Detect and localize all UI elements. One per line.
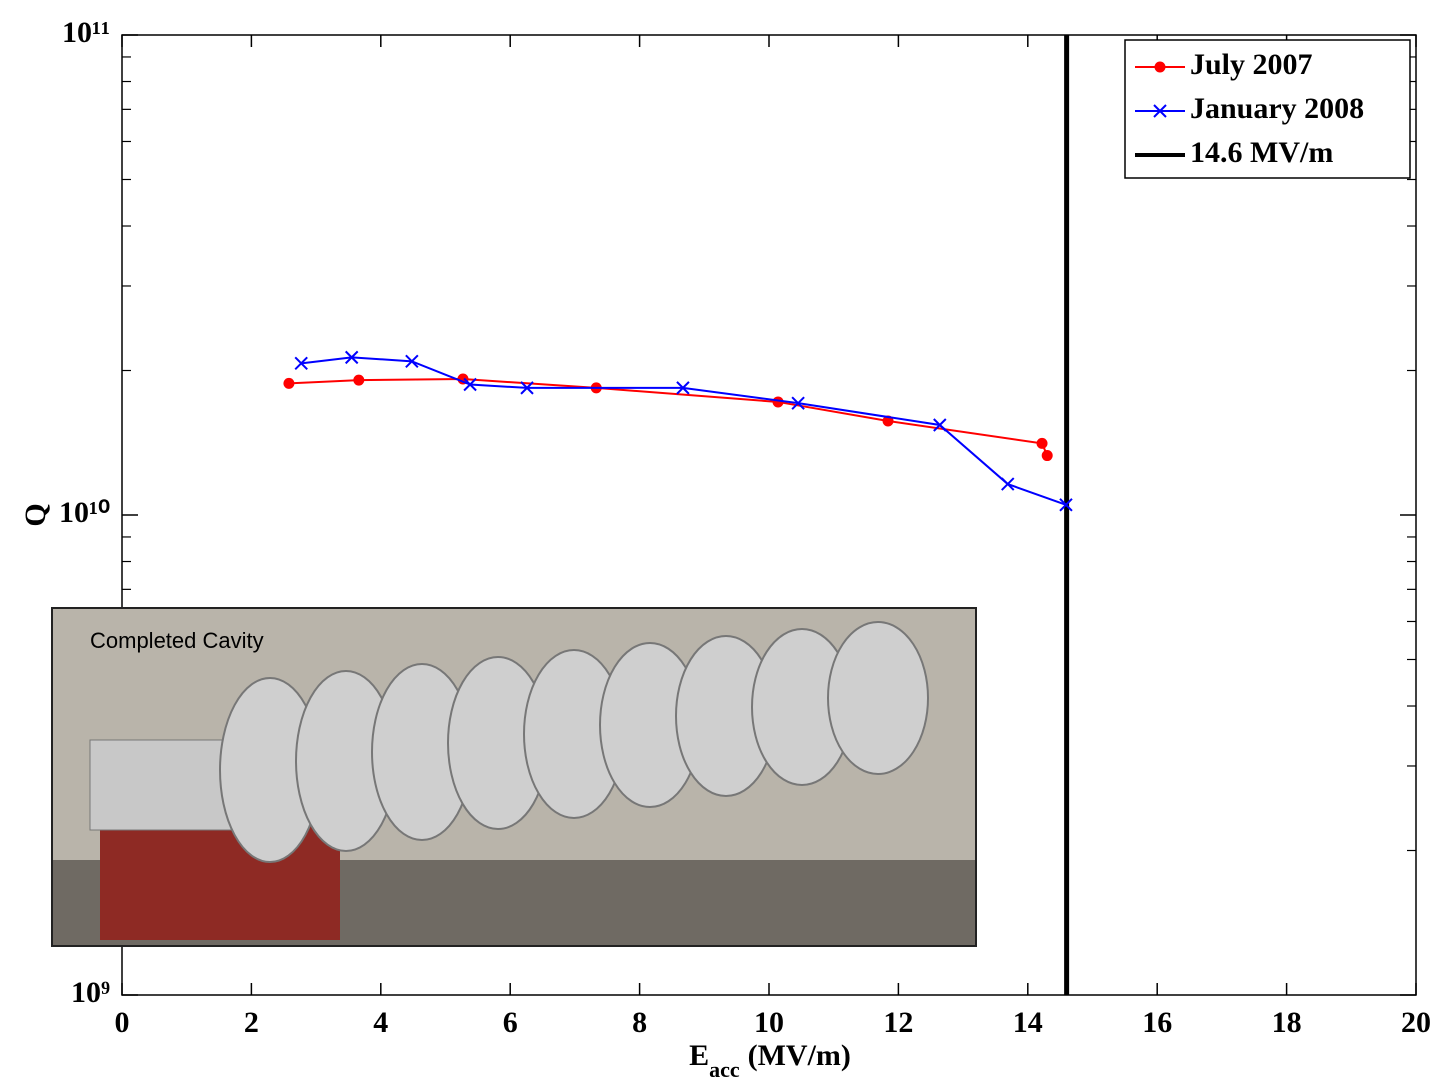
x-tick-label: 20 — [1401, 1006, 1431, 1039]
x-label-unit: (MV/m) — [748, 1039, 851, 1072]
legend-label: January 2008 — [1190, 92, 1364, 125]
point — [344, 350, 359, 365]
x-label-symbol: E — [689, 1039, 709, 1072]
legend: July 2007 January 2008 14.6 MV/m — [1124, 39, 1411, 179]
point — [676, 381, 690, 395]
point — [1041, 450, 1053, 462]
x-tick-label: 10 — [754, 1006, 784, 1039]
point — [405, 354, 419, 369]
point — [791, 396, 805, 410]
x-label-subscript: acc — [709, 1057, 740, 1082]
x-tick-label: 14 — [1013, 1006, 1043, 1039]
point — [283, 377, 295, 389]
inset-caption: Completed Cavity — [90, 628, 264, 653]
y-tick-label: 10¹⁰ — [59, 496, 110, 529]
legend-label: 14.6 MV/m — [1190, 136, 1333, 169]
point — [1001, 477, 1015, 491]
x-axis-label: Eacc (MV/m) — [689, 1039, 851, 1082]
x-tick-label: 6 — [503, 1006, 518, 1039]
legend-marker — [1153, 104, 1167, 118]
point — [463, 377, 477, 392]
x-tick-label: 2 — [244, 1006, 259, 1039]
legend-label: July 2007 — [1190, 48, 1313, 81]
x-tick-label: 4 — [373, 1006, 388, 1039]
x-tick-label: 12 — [883, 1006, 913, 1039]
point — [1059, 498, 1073, 512]
inset-photo: Completed Cavity — [51, 607, 977, 947]
x-tick-label: 16 — [1142, 1006, 1172, 1039]
series-line — [301, 356, 1067, 506]
plot-frame — [121, 34, 1417, 996]
inset-cell — [827, 621, 929, 775]
y-tick-label: 10⁹ — [71, 976, 110, 1009]
point — [294, 356, 308, 371]
y-axis-label: Q — [19, 503, 52, 526]
point — [520, 381, 534, 395]
point — [1036, 437, 1048, 449]
point — [933, 418, 947, 432]
y-tick-label: 10¹¹ — [62, 16, 110, 49]
point — [353, 374, 365, 386]
x-tick-label: 8 — [632, 1006, 647, 1039]
x-tick-label: 18 — [1272, 1006, 1302, 1039]
series-line — [288, 378, 1049, 456]
x-tick-label: 0 — [115, 1006, 130, 1039]
legend-marker — [1154, 61, 1166, 73]
